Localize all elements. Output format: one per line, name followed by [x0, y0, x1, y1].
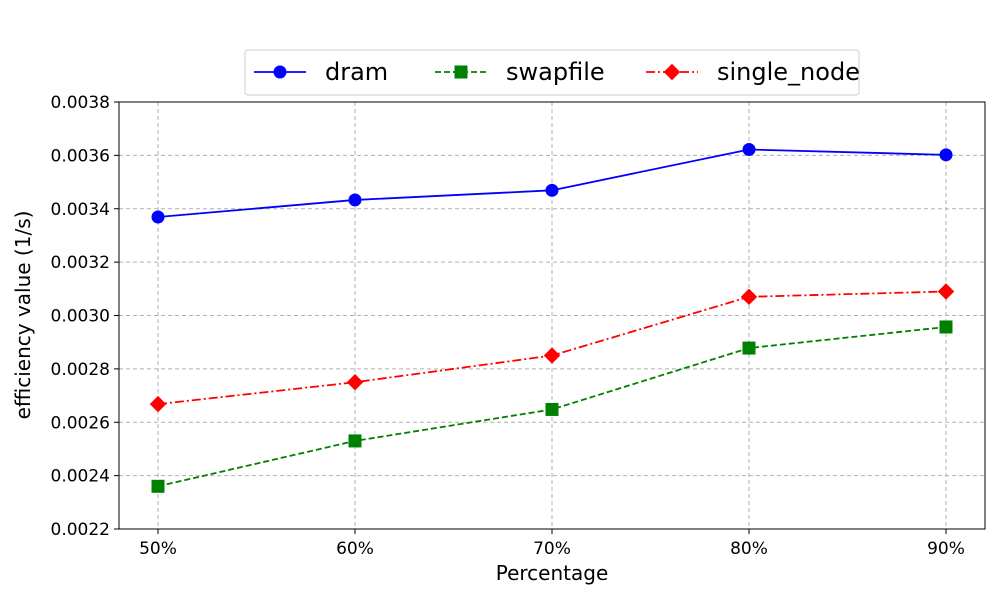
series-single_node — [149, 283, 955, 413]
legend-marker — [454, 65, 468, 79]
x-tick-label: 80% — [730, 539, 768, 559]
y-tick-label: 0.0038 — [51, 93, 110, 113]
x-tick-label: 50% — [139, 539, 177, 559]
legend-entry-dram: dram — [254, 58, 388, 86]
series-dram — [151, 143, 953, 224]
x-tick-label: 90% — [927, 539, 965, 559]
y-tick-label: 0.0026 — [51, 413, 110, 433]
y-tick-label: 0.0024 — [51, 467, 110, 487]
legend-marker — [663, 63, 681, 81]
data-point-swapfile — [742, 341, 756, 355]
data-point-single_node — [346, 374, 364, 391]
legend-label: single_node — [717, 58, 860, 86]
data-point-single_node — [149, 395, 167, 413]
y-tick-label: 0.0030 — [51, 307, 110, 327]
y-tick-label: 0.0034 — [51, 200, 110, 220]
series-layer — [149, 143, 955, 493]
legend-entry-swapfile: swapfile — [435, 58, 605, 86]
data-point-swapfile — [151, 479, 165, 493]
legend-marker — [273, 65, 287, 79]
data-point-dram — [151, 210, 165, 224]
legend-label: dram — [325, 58, 388, 86]
legend-entry-single_node: single_node — [646, 58, 860, 86]
data-point-single_node — [937, 283, 955, 300]
x-axis-label: Percentage — [496, 561, 609, 585]
y-tick-label: 0.0028 — [51, 360, 110, 380]
data-point-dram — [348, 193, 362, 207]
y-tick-label: 0.0032 — [51, 253, 110, 273]
data-point-single_node — [543, 347, 561, 364]
legend: dram swapfile single_node — [244, 49, 860, 96]
y-axis-label: efficiency value (1/s) — [11, 211, 35, 420]
y-tick-label: 0.0022 — [51, 520, 110, 540]
data-point-single_node — [740, 288, 758, 306]
series-swapfile — [151, 320, 953, 493]
data-point-swapfile — [545, 402, 559, 416]
x-tick-label: 60% — [336, 539, 374, 559]
x-tick-label: 70% — [533, 539, 571, 559]
legend-box — [244, 49, 860, 96]
data-point-dram — [545, 183, 559, 197]
y-tick-label: 0.0036 — [51, 146, 110, 166]
data-point-dram — [742, 143, 756, 157]
legend-label: swapfile — [506, 58, 605, 86]
data-point-swapfile — [939, 320, 953, 334]
data-point-swapfile — [348, 434, 362, 448]
data-point-dram — [939, 148, 953, 162]
axis-ticks: 50% 60% 70% 80% 90% 0.0022 0.0024 0.0026 0.0028 0… — [51, 93, 965, 559]
